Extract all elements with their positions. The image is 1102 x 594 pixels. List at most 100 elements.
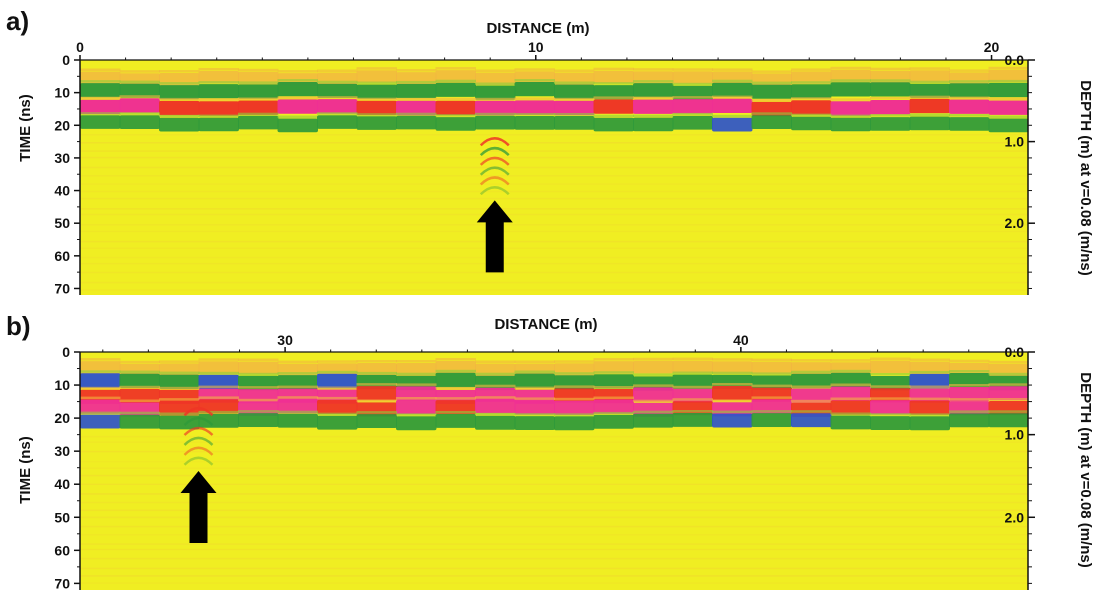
anomaly-hyperbola — [183, 406, 214, 417]
reflection-segment — [633, 99, 674, 114]
reflection-segment — [475, 72, 516, 85]
reflection-halo — [198, 98, 239, 101]
reflection-halo — [830, 79, 871, 82]
reflection-halo — [238, 358, 279, 361]
reflection-segment — [238, 115, 279, 130]
reflection-halo — [396, 397, 437, 400]
reflection-halo — [988, 372, 1028, 376]
reflection-segment — [909, 388, 950, 403]
reflection-halo — [870, 97, 911, 100]
reflection-segment — [80, 99, 121, 115]
texture-line — [80, 461, 1028, 463]
reflection-segment — [119, 83, 160, 98]
reflection-halo — [593, 358, 634, 361]
reflection-halo — [830, 98, 871, 101]
texture-line — [80, 435, 1028, 438]
reflection-segment — [988, 118, 1028, 133]
reflection-halo — [317, 96, 358, 99]
reflection-segment — [396, 100, 437, 116]
reflection-halo — [119, 411, 160, 415]
reflection-segment — [277, 118, 318, 133]
reflection-halo — [356, 399, 397, 402]
reflection-halo — [751, 81, 792, 85]
texture-line — [80, 190, 1028, 193]
reflection-segment — [514, 389, 555, 404]
texture-line — [80, 575, 1028, 577]
reflection-halo — [870, 413, 911, 416]
y-tick-label: 30 — [54, 150, 70, 166]
reflection-segment — [238, 361, 279, 375]
reflection-segment — [317, 399, 358, 414]
reflection-halo — [751, 410, 792, 413]
y-tick-label: 30 — [54, 443, 70, 459]
reflection-halo — [830, 66, 871, 70]
reflection-halo — [830, 359, 871, 362]
reflection-segment — [119, 98, 160, 113]
reflection-halo — [554, 372, 595, 375]
reflection-halo — [475, 384, 516, 388]
reflection-halo — [554, 97, 595, 101]
reflection-segment — [514, 100, 555, 115]
reflection-segment — [988, 386, 1028, 401]
reflection-halo — [396, 97, 437, 101]
reflection-segment — [277, 99, 318, 114]
reflection-segment — [396, 416, 437, 431]
reflection-halo — [909, 358, 950, 361]
reflection-halo — [435, 67, 476, 70]
texture-line — [80, 150, 1028, 152]
reflection-halo — [356, 360, 397, 363]
reflection-halo — [633, 410, 674, 414]
reflection-halo — [80, 370, 121, 373]
reflection-halo — [80, 396, 121, 400]
reflection-segment — [593, 99, 634, 114]
reflection-segment — [830, 101, 871, 116]
reflection-segment — [435, 100, 476, 116]
reflection-halo — [317, 370, 358, 374]
reflection-segment — [949, 387, 990, 402]
depth-tick-label: 1.0 — [1005, 427, 1025, 443]
reflection-segment — [870, 82, 911, 97]
reflection-halo — [238, 68, 279, 72]
texture-line — [80, 166, 1028, 169]
reflection-halo — [198, 81, 239, 84]
reflection-halo — [80, 80, 121, 83]
texture-line — [80, 493, 1028, 495]
reflection-halo — [751, 372, 792, 375]
reflection-halo — [475, 97, 516, 101]
reflection-segment — [356, 414, 397, 428]
reflection-halo — [514, 370, 555, 373]
texture-line — [80, 483, 1028, 486]
reflection-halo — [712, 383, 753, 386]
reflection-segment — [475, 115, 516, 130]
reflection-halo — [80, 411, 121, 415]
reflection-halo — [396, 360, 437, 363]
reflection-segment — [988, 100, 1028, 115]
reflection-segment — [514, 116, 555, 130]
reflection-halo — [396, 372, 437, 376]
reflection-segment — [909, 83, 950, 98]
reflection-segment — [870, 360, 911, 374]
reflection-halo — [277, 410, 318, 414]
reflection-segment — [277, 399, 318, 414]
reflection-segment — [119, 115, 160, 129]
reflection-segment — [949, 83, 990, 98]
reflection-segment — [356, 70, 397, 83]
reflection-segment — [356, 374, 397, 390]
reflection-halo — [317, 396, 358, 400]
reflection-segment — [988, 401, 1028, 416]
reflection-segment — [949, 117, 990, 131]
reflection-segment — [198, 84, 239, 99]
reflection-halo — [514, 79, 555, 82]
reflection-segment — [198, 361, 239, 374]
reflection-segment — [396, 115, 437, 130]
reflection-segment — [830, 69, 871, 83]
y-tick-label: 10 — [54, 85, 70, 101]
reflection-segment — [80, 399, 121, 414]
reflection-segment — [593, 374, 634, 389]
reflection-halo — [949, 359, 990, 363]
anomaly-arrow — [180, 471, 217, 543]
x-tick-label: 10 — [528, 39, 544, 55]
reflection-segment — [633, 83, 674, 98]
panel-b-y-axis-title: TIME (ns) — [17, 436, 34, 504]
reflection-halo — [633, 80, 674, 83]
